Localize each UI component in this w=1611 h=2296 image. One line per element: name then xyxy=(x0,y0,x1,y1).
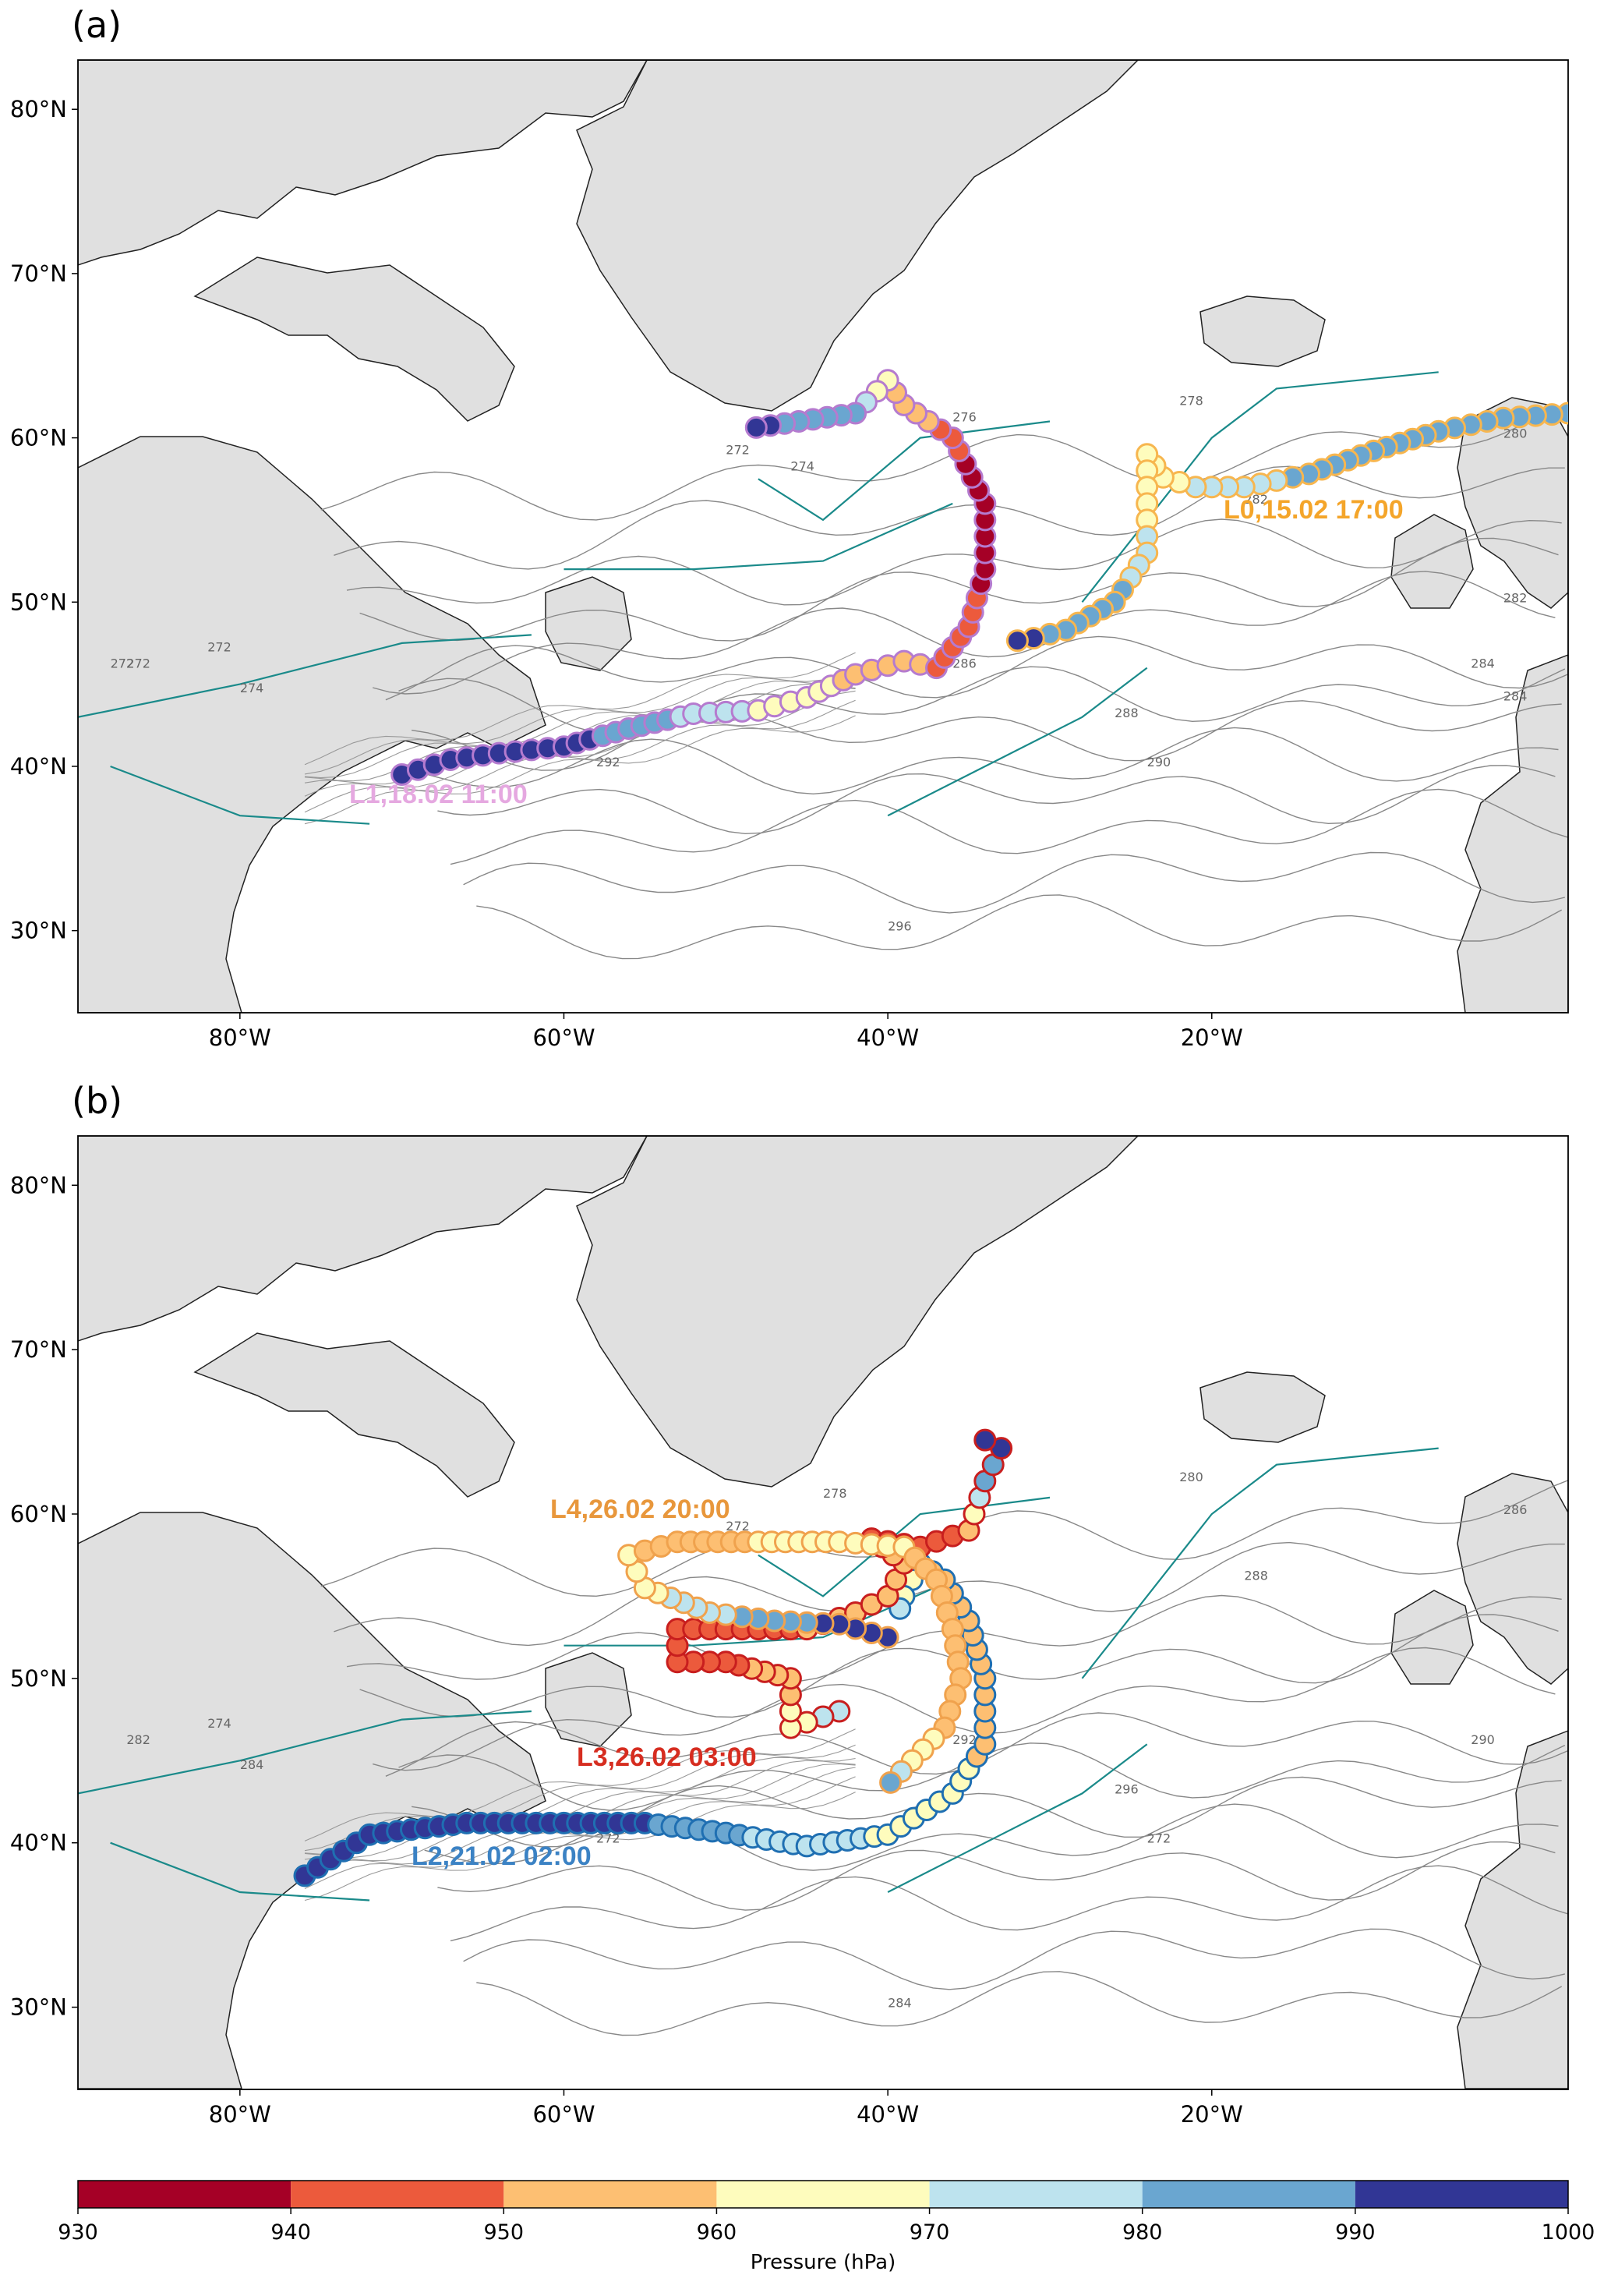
track-label-L0: L0,15.02 17:00 xyxy=(1224,495,1404,525)
contour-label: 278 xyxy=(1179,393,1203,408)
lat-tick-label: 30°N xyxy=(10,1994,67,2021)
lat-tick-label: 60°N xyxy=(10,1501,67,1527)
colorbar-tick-label: 1000 xyxy=(1542,2220,1595,2245)
contour-label: 272 xyxy=(596,1831,620,1846)
track-label-L1: L1,18.02 11:00 xyxy=(349,780,528,809)
contour-label: 288 xyxy=(1115,706,1139,720)
panel-b: 2722762782802822842862882902922962722722… xyxy=(10,1080,1569,2128)
colorbar-tick-label: 970 xyxy=(910,2220,950,2245)
contour-label: 288 xyxy=(1244,1568,1268,1583)
track-L2 xyxy=(293,1551,997,1887)
lon-tick-label: 20°W xyxy=(1181,2101,1243,2128)
track-point xyxy=(879,1771,903,1794)
track-point xyxy=(973,1428,997,1452)
colorbar-tick-label: 930 xyxy=(58,2220,98,2245)
contour-label: 290 xyxy=(1471,1732,1495,1747)
contour-label: 290 xyxy=(1147,755,1171,769)
sst-contours: 272 274 276 278 272 274 280 282 284 286 288 290 292 2… xyxy=(78,371,1568,960)
contour-label: 284 xyxy=(888,1996,912,2011)
panel-label: (a) xyxy=(72,4,122,46)
track-L1 xyxy=(390,369,997,786)
contour-label: 272 xyxy=(126,656,150,671)
colorbar-segment xyxy=(503,2181,717,2208)
colorbar: 930 940 950 960 970 980 990 1000 Pressure (hPa) xyxy=(58,2180,1595,2274)
contour-label: 284 xyxy=(240,1757,264,1772)
contour-label: 286 xyxy=(952,656,977,671)
track-point xyxy=(744,416,768,439)
contour-label: 296 xyxy=(1115,1781,1139,1796)
map-frame xyxy=(77,1135,1569,2090)
track-point xyxy=(1005,629,1029,653)
contour-label: 274 xyxy=(790,459,814,474)
colorbar-tick-label: 980 xyxy=(1122,2220,1163,2245)
track-L4 xyxy=(617,1530,973,1794)
contour-label: 272 xyxy=(726,1519,750,1534)
panel-a: 272 274 276 278 272 274 280 282 284 286 288 290 292 2… xyxy=(10,4,1569,1051)
contour-label: 282 xyxy=(1503,590,1528,605)
track-L0 xyxy=(1005,402,1568,653)
colorbar-segment xyxy=(929,2181,1143,2208)
colorbar-tick-label: 940 xyxy=(270,2220,311,2245)
lat-tick-label: 50°N xyxy=(10,589,67,615)
lat-tick-label: 70°N xyxy=(10,1336,67,1363)
track-label-L3: L3,26.02 03:00 xyxy=(577,1742,757,1772)
contour-label: 280 xyxy=(1179,1470,1203,1484)
contour-label: 272 xyxy=(111,656,135,671)
map-frame xyxy=(77,59,1569,1014)
contour-label: 272 xyxy=(1147,1831,1171,1846)
contour-label: 284 xyxy=(1503,689,1528,704)
contour-label: 274 xyxy=(207,1716,231,1731)
lon-tick-label: 80°W xyxy=(209,1024,271,1051)
lat-tick-label: 40°N xyxy=(10,753,67,780)
colorbar-tick-label: 950 xyxy=(484,2220,525,2245)
colorbar-segment xyxy=(291,2181,504,2208)
lon-tick-label: 20°W xyxy=(1181,1024,1243,1051)
contour-label: 282 xyxy=(126,1732,150,1747)
colorbar-segment xyxy=(716,2181,930,2208)
lon-tick-label: 80°W xyxy=(209,2101,271,2128)
contour-label: 280 xyxy=(1503,426,1528,441)
lat-tick-label: 40°N xyxy=(10,1830,67,1856)
contour-label: 292 xyxy=(952,1732,977,1747)
colorbar-tick-label: 960 xyxy=(697,2220,737,2245)
colorbar-frame xyxy=(77,2180,1569,2209)
contour-label: 284 xyxy=(1471,656,1495,671)
contour-label: 296 xyxy=(888,919,912,934)
lon-tick-label: 40°W xyxy=(857,2101,919,2128)
colorbar-tick-label: 990 xyxy=(1335,2220,1376,2245)
colorbar-segment xyxy=(1355,2181,1568,2208)
contour-label: 274 xyxy=(240,681,264,695)
lat-tick-label: 30°N xyxy=(10,918,67,944)
contour-label: 292 xyxy=(596,755,620,769)
lon-tick-label: 40°W xyxy=(857,1024,919,1051)
track-label-L4: L4,26.02 20:00 xyxy=(550,1495,730,1524)
track-label-L2: L2,21.02 02:00 xyxy=(412,1841,592,1871)
lon-tick-label: 60°W xyxy=(532,1024,595,1051)
contour-label: 278 xyxy=(823,1486,847,1501)
lat-tick-label: 80°N xyxy=(10,1172,67,1198)
lon-tick-label: 60°W xyxy=(532,2101,595,2128)
colorbar-segment xyxy=(1142,2181,1355,2208)
colorbar-segment xyxy=(78,2181,291,2208)
colorbar-title: Pressure (hPa) xyxy=(751,2251,896,2274)
contour-label: 272 xyxy=(207,639,231,654)
lat-tick-label: 70°N xyxy=(10,260,67,287)
contour-label: 286 xyxy=(1503,1502,1528,1517)
contour-label: 272 xyxy=(726,443,750,458)
panel-label: (b) xyxy=(72,1080,122,1122)
lat-tick-label: 60°N xyxy=(10,425,67,451)
lat-tick-label: 50°N xyxy=(10,1665,67,1692)
lat-tick-label: 80°N xyxy=(10,96,67,122)
contour-label: 276 xyxy=(952,410,977,425)
